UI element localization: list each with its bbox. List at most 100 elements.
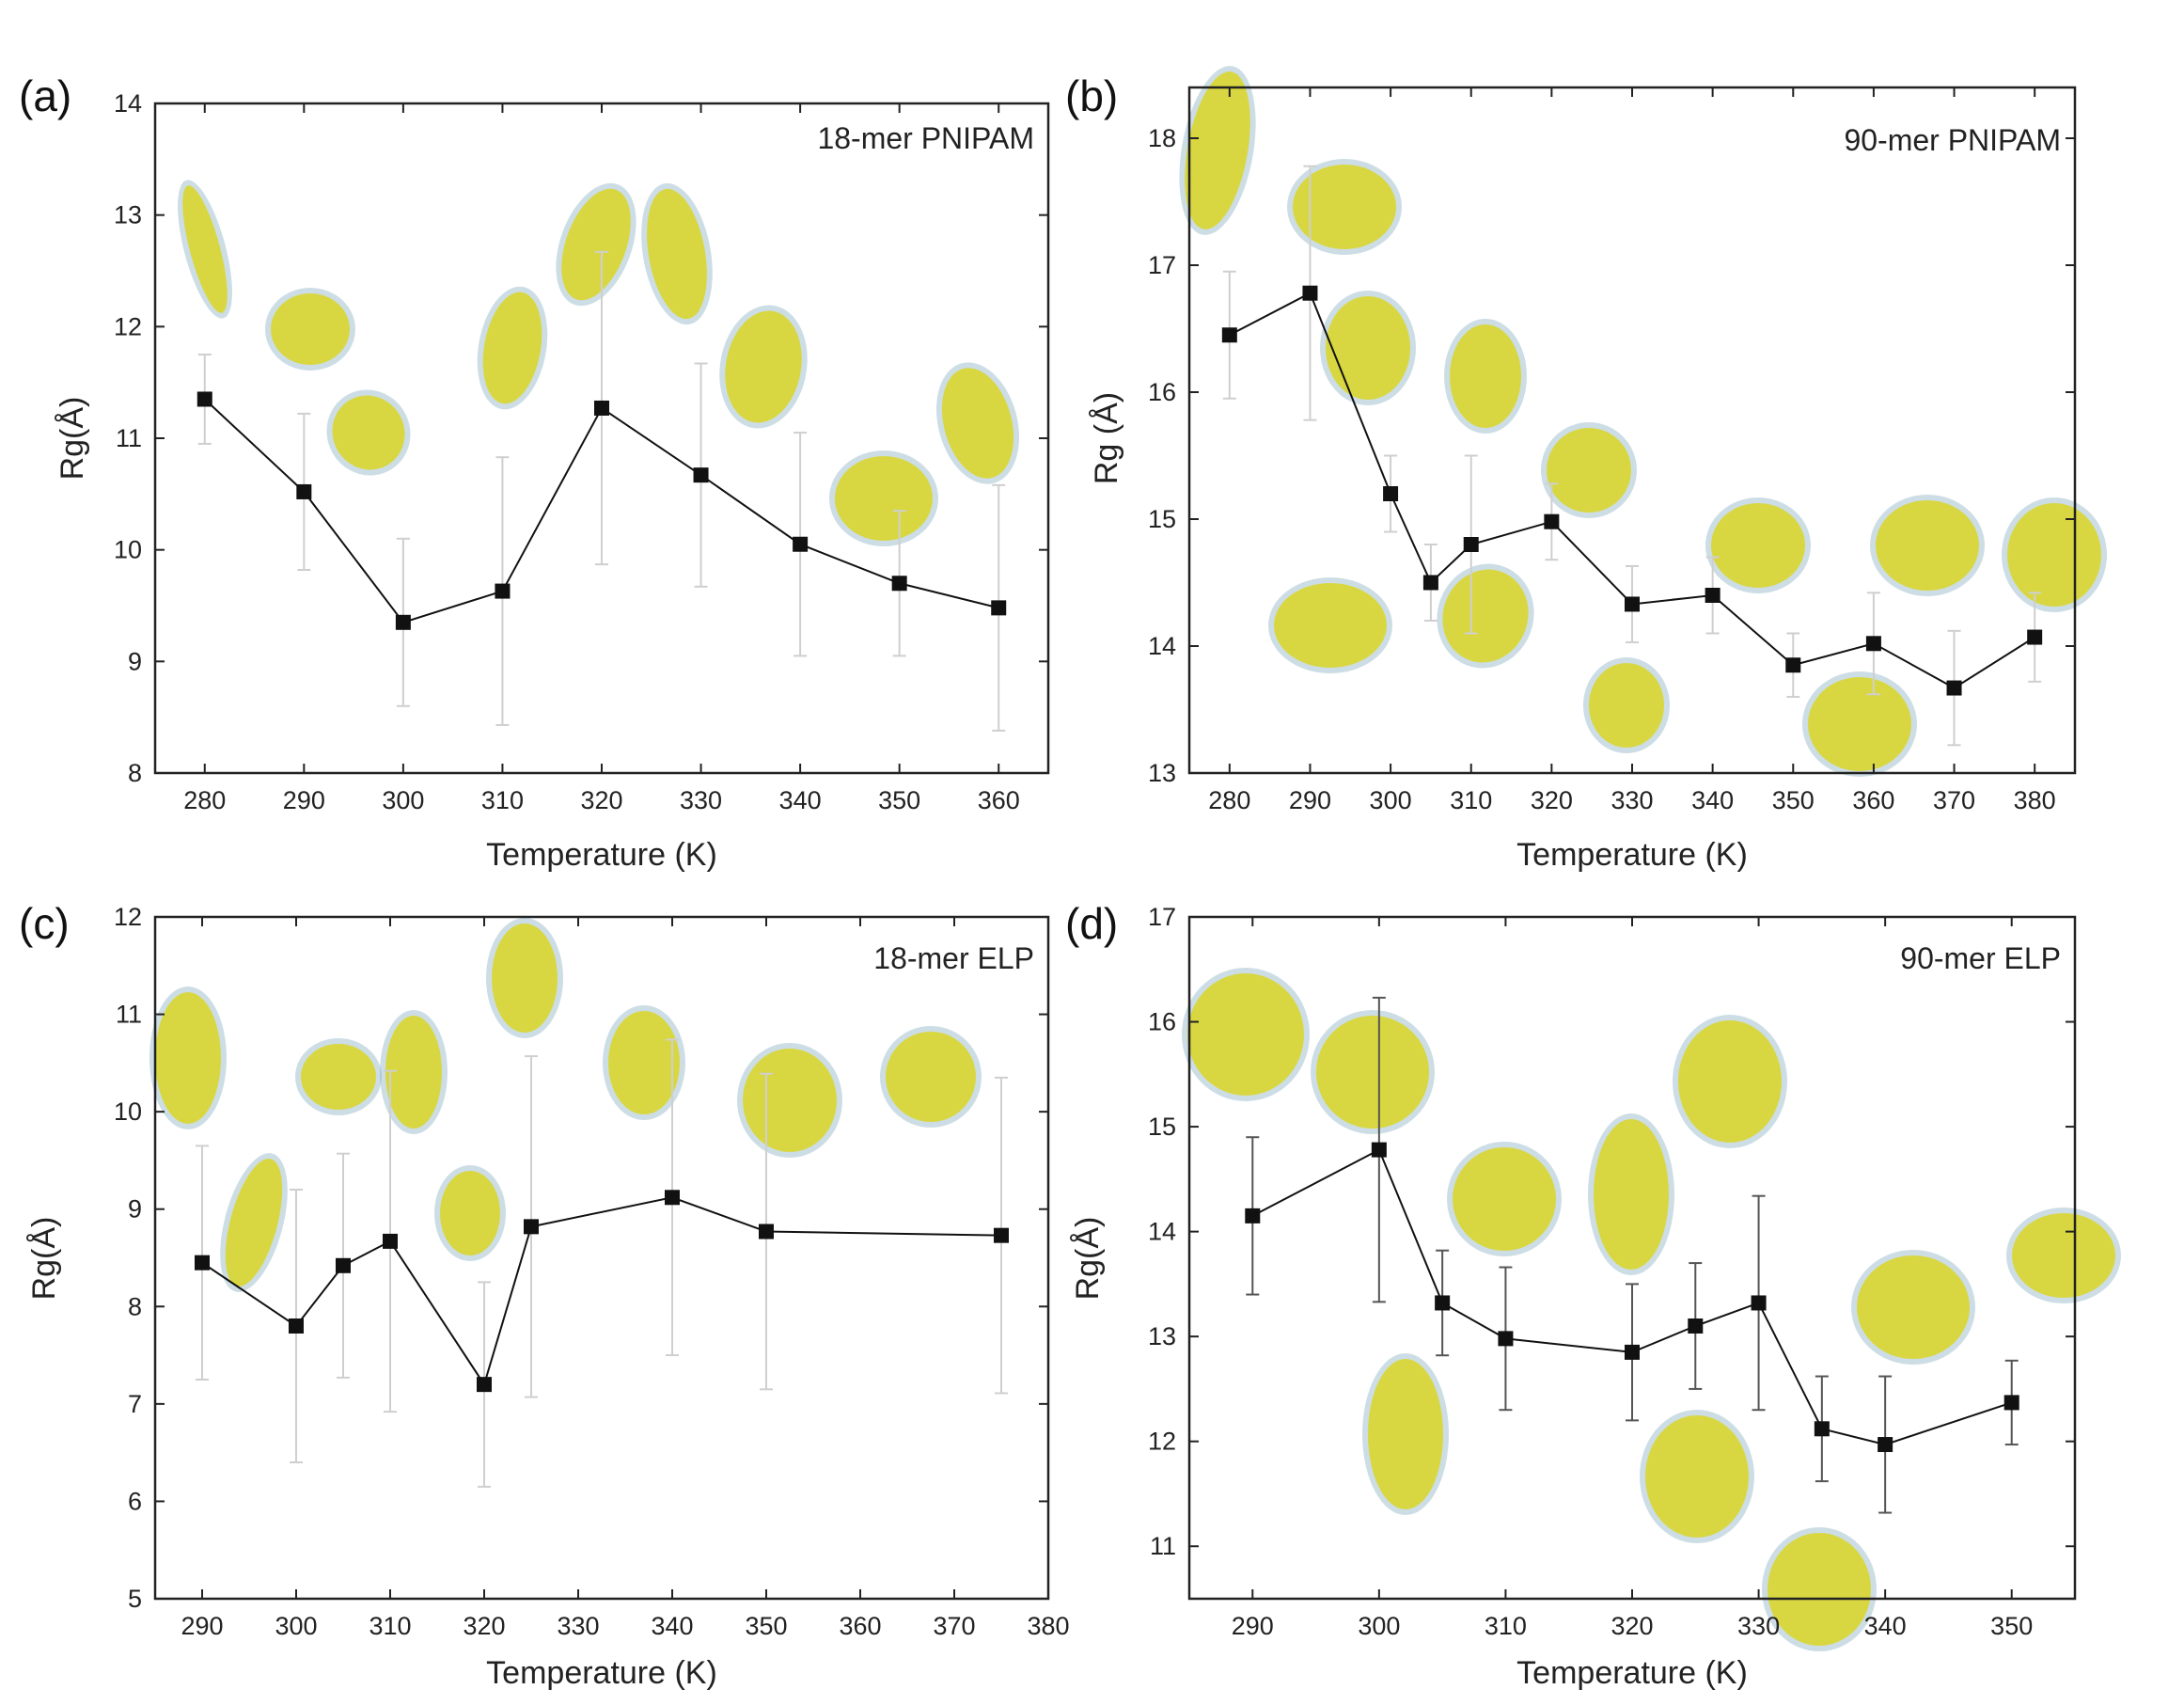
series-line bbox=[1251, 1148, 2013, 1446]
plot-frame bbox=[153, 915, 1050, 1601]
x-tick-label: 360 bbox=[1852, 786, 1894, 814]
y-axis-label: Rg(Å) bbox=[55, 397, 90, 481]
series-line bbox=[201, 1196, 1002, 1387]
y-tick-label: 16 bbox=[1148, 1008, 1176, 1036]
x-tick-label: 340 bbox=[779, 786, 822, 814]
panel-label: (c) bbox=[19, 899, 70, 948]
data-point bbox=[196, 391, 212, 407]
data-point bbox=[1302, 285, 1318, 301]
x-tick-label: 300 bbox=[1358, 1612, 1400, 1640]
molecule-snapshot bbox=[265, 288, 355, 371]
molecule-snapshot bbox=[641, 182, 713, 325]
y-axis-label: Rg(Å) bbox=[1070, 1217, 1106, 1301]
molecule-snapshot bbox=[1705, 497, 1811, 593]
molecule-snapshot bbox=[2006, 1208, 2121, 1303]
data-point bbox=[1383, 486, 1399, 501]
y-tick-label: 8 bbox=[128, 1292, 142, 1320]
y-axis-label: Rg (Å) bbox=[1089, 392, 1124, 484]
y-tick-label: 8 bbox=[128, 759, 142, 787]
y-axis: 8 9 10 11 12 13 14 bbox=[114, 89, 1048, 787]
molecule-snapshot bbox=[477, 286, 548, 410]
x-tick-label: 330 bbox=[557, 1612, 599, 1640]
y-tick-label: 10 bbox=[114, 1097, 142, 1126]
x-tick-label: 340 bbox=[1864, 1612, 1907, 1640]
data-point bbox=[1221, 327, 1237, 343]
x-tick-label: 290 bbox=[181, 1612, 223, 1640]
y-tick-label: 13 bbox=[1148, 1322, 1176, 1350]
data-point bbox=[594, 400, 609, 416]
molecule-snapshot bbox=[1287, 159, 1402, 255]
x-tick-label: 310 bbox=[369, 1612, 411, 1640]
data-point bbox=[1371, 1142, 1387, 1158]
data-points bbox=[195, 1190, 1009, 1393]
data-point bbox=[759, 1223, 774, 1239]
y-tick-label: 5 bbox=[128, 1585, 142, 1613]
data-point bbox=[1625, 1344, 1640, 1360]
y-tick-label: 15 bbox=[1148, 505, 1176, 533]
y-tick-label: 17 bbox=[1148, 903, 1176, 931]
x-tick-label: 350 bbox=[1772, 786, 1815, 814]
y-axis: 11 12 13 14 15 16 17 bbox=[1148, 903, 2075, 1560]
x-tick-label: 300 bbox=[1370, 786, 1412, 814]
y-tick-label: 16 bbox=[1148, 378, 1176, 406]
molecule-snapshot bbox=[603, 1005, 685, 1120]
panel-d: 290 300 310 320 330 340 350 11 12 13 14 15 16 17 Tempe… bbox=[1065, 899, 2121, 1691]
panel-label: (d) bbox=[1065, 899, 1118, 948]
molecule-snapshot bbox=[1437, 563, 1534, 669]
data-point bbox=[1245, 1208, 1261, 1223]
data-points bbox=[1221, 285, 2043, 696]
molecule-snapshot bbox=[326, 389, 411, 476]
molecule-snapshot bbox=[1640, 1410, 1754, 1543]
x-axis-label: Temperature (K) bbox=[486, 837, 717, 873]
data-point bbox=[1878, 1437, 1893, 1453]
data-point bbox=[195, 1255, 210, 1271]
x-tick-label: 380 bbox=[2014, 786, 2056, 814]
data-point bbox=[891, 576, 907, 592]
panel-annotation: 90-mer ELP bbox=[1900, 941, 2061, 975]
x-axis: 290 300 310 320 330 340 350 bbox=[1232, 917, 2033, 1640]
molecule-snapshot bbox=[935, 362, 1020, 484]
molecule-snapshot bbox=[2002, 497, 2107, 612]
x-tick-label: 380 bbox=[1027, 1612, 1069, 1640]
data-point bbox=[1688, 1318, 1704, 1334]
x-axis: 290 300 310 320 330 340 350 360 370 380 bbox=[181, 917, 1070, 1640]
panel-label: (b) bbox=[1065, 71, 1118, 120]
molecule-snapshot bbox=[1268, 577, 1392, 673]
x-tick-label: 370 bbox=[1933, 786, 1975, 814]
x-tick-label: 330 bbox=[680, 786, 722, 814]
molecule-snapshot bbox=[486, 918, 563, 1038]
molecule-snapshots bbox=[1182, 968, 2121, 1651]
y-tick-label: 14 bbox=[114, 89, 142, 118]
molecule-snapshot bbox=[1583, 657, 1670, 753]
y-tick-label: 6 bbox=[128, 1487, 142, 1515]
data-point bbox=[1498, 1331, 1514, 1347]
y-tick-label: 13 bbox=[1148, 759, 1176, 787]
y-tick-label: 9 bbox=[128, 1195, 142, 1223]
molecule-snapshot bbox=[1541, 422, 1637, 518]
y-tick-label: 12 bbox=[1148, 1428, 1176, 1456]
molecule-snapshot bbox=[1447, 1142, 1562, 1256]
data-point bbox=[2027, 629, 2043, 645]
data-point bbox=[296, 483, 312, 499]
data-points bbox=[1245, 1142, 2019, 1453]
molecule-snapshot bbox=[556, 182, 636, 307]
molecule-snapshot bbox=[149, 987, 227, 1129]
molecule-snapshot bbox=[1182, 968, 1310, 1101]
y-tick-label: 13 bbox=[114, 201, 142, 229]
x-tick-label: 330 bbox=[1611, 786, 1653, 814]
panel-annotation: 18-mer PNIPAM bbox=[817, 121, 1034, 155]
data-point bbox=[994, 1227, 1009, 1243]
data-point bbox=[1751, 1295, 1767, 1311]
data-point bbox=[1946, 680, 1962, 696]
x-tick-label: 350 bbox=[745, 1612, 787, 1640]
data-point bbox=[1625, 596, 1640, 612]
y-tick-label: 14 bbox=[1148, 632, 1176, 660]
y-tick-label: 10 bbox=[114, 536, 142, 564]
x-tick-label: 350 bbox=[1990, 1612, 2033, 1640]
y-tick-label: 14 bbox=[1148, 1218, 1176, 1246]
molecule-snapshot bbox=[1762, 1527, 1877, 1651]
molecule-snapshot bbox=[719, 305, 808, 429]
molecule-snapshot bbox=[1851, 1250, 1975, 1365]
data-point bbox=[336, 1257, 351, 1273]
